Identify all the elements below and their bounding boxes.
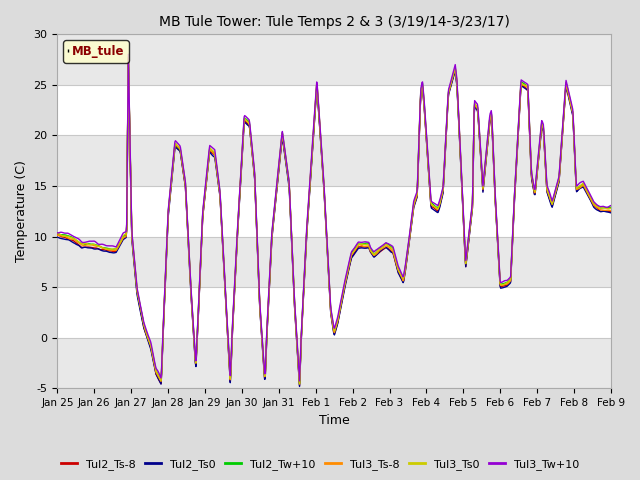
X-axis label: Time: Time xyxy=(319,414,349,427)
Title: MB Tule Tower: Tule Temps 2 & 3 (3/19/14-3/23/17): MB Tule Tower: Tule Temps 2 & 3 (3/19/14… xyxy=(159,15,509,29)
Bar xyxy=(58,237,611,287)
Bar xyxy=(58,35,611,85)
Legend: MB_tule: MB_tule xyxy=(63,40,129,63)
Bar xyxy=(58,135,611,186)
Bar xyxy=(58,338,611,388)
Y-axis label: Temperature (C): Temperature (C) xyxy=(15,160,28,262)
Legend: Tul2_Ts-8, Tul2_Ts0, Tul2_Tw+10, Tul3_Ts-8, Tul3_Ts0, Tul3_Tw+10: Tul2_Ts-8, Tul2_Ts0, Tul2_Tw+10, Tul3_Ts… xyxy=(56,455,584,474)
